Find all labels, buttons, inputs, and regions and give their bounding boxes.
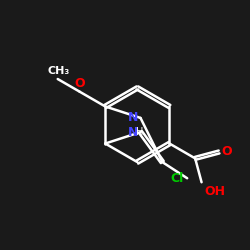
Text: H: H xyxy=(136,126,143,136)
Text: N: N xyxy=(128,112,138,124)
Text: O: O xyxy=(74,78,85,90)
Text: O: O xyxy=(222,146,232,158)
Text: N: N xyxy=(128,126,138,138)
Text: CH₃: CH₃ xyxy=(48,66,70,76)
Text: Cl: Cl xyxy=(170,172,183,185)
Text: OH: OH xyxy=(204,185,225,198)
